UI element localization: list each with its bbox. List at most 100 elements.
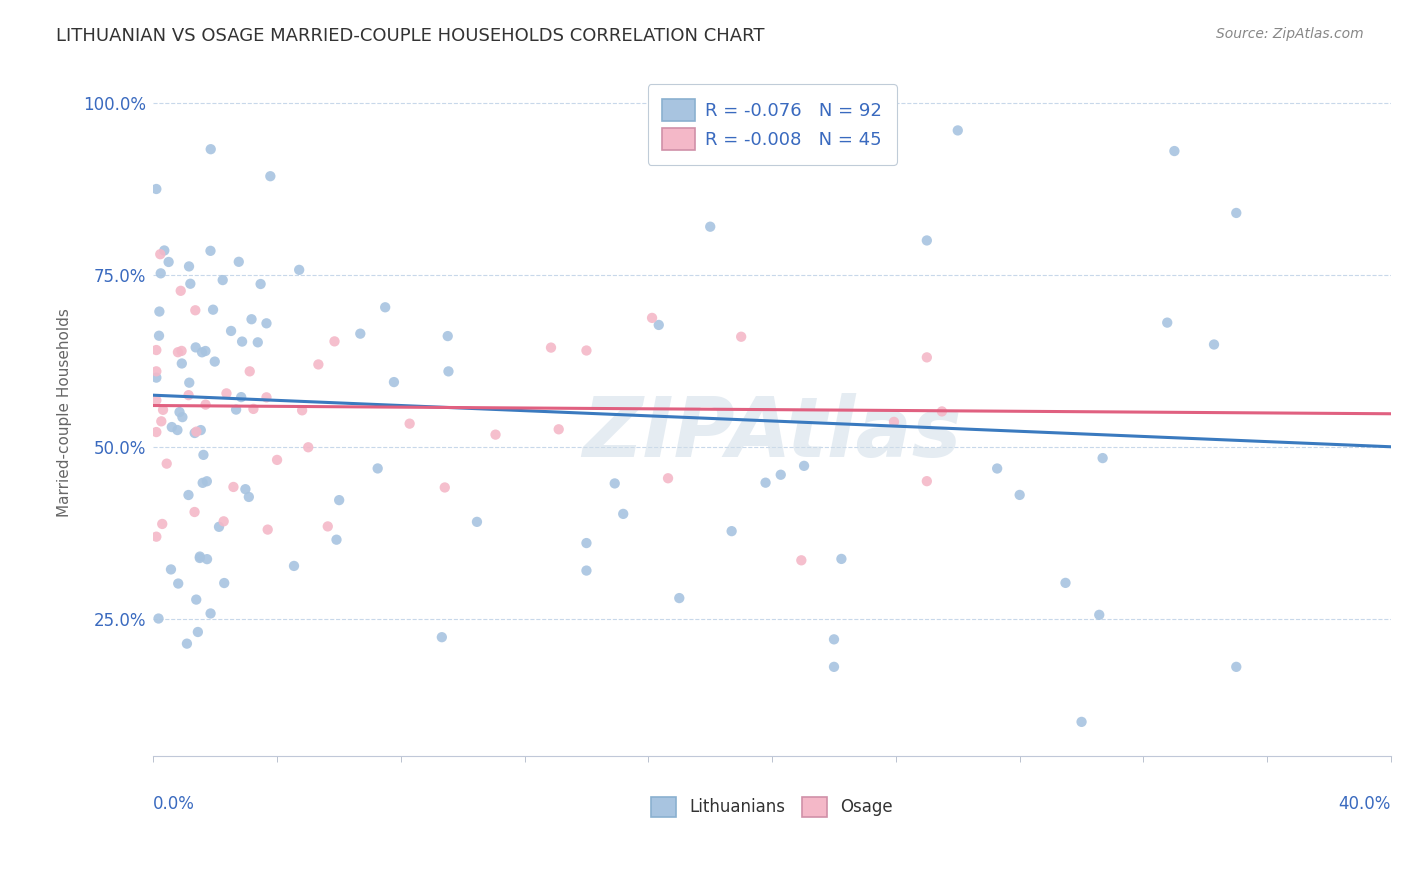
Point — [730, 330, 752, 344]
Point — [152, 402, 174, 417]
Point — [194, 398, 217, 412]
Point — [367, 461, 389, 475]
Point — [1202, 337, 1225, 351]
Point — [238, 490, 260, 504]
Point — [259, 169, 281, 184]
Point — [239, 364, 262, 378]
Point — [1156, 316, 1178, 330]
Point — [398, 417, 420, 431]
Point — [208, 520, 231, 534]
Point — [170, 356, 193, 370]
Point — [179, 376, 201, 390]
Point — [249, 277, 271, 291]
Point — [177, 488, 200, 502]
Point — [256, 523, 278, 537]
Point — [200, 607, 222, 621]
Point — [931, 404, 953, 418]
Point — [433, 480, 456, 494]
Point — [349, 326, 371, 341]
Point — [465, 515, 488, 529]
Point — [219, 324, 242, 338]
Point — [915, 234, 938, 248]
Point — [484, 427, 506, 442]
Point — [170, 343, 193, 358]
Point — [823, 660, 845, 674]
Point — [436, 329, 458, 343]
Point — [191, 475, 214, 490]
Point — [657, 471, 679, 485]
Point — [1070, 714, 1092, 729]
Point — [769, 467, 792, 482]
Point — [194, 343, 217, 358]
Y-axis label: Married-couple Households: Married-couple Households — [58, 308, 72, 516]
Point — [177, 388, 200, 402]
Point — [145, 425, 167, 439]
Text: LITHUANIAN VS OSAGE MARRIED-COUPLE HOUSEHOLDS CORRELATION CHART: LITHUANIAN VS OSAGE MARRIED-COUPLE HOUSE… — [56, 27, 765, 45]
Point — [374, 300, 396, 314]
Point — [1091, 451, 1114, 466]
Point — [170, 284, 193, 298]
Point — [145, 364, 167, 378]
Point — [145, 530, 167, 544]
Point — [242, 401, 264, 416]
Point — [325, 533, 347, 547]
Point — [150, 516, 173, 531]
Point — [699, 219, 721, 234]
Point — [188, 549, 211, 564]
Point — [148, 304, 170, 318]
Point — [307, 358, 329, 372]
Point — [575, 564, 598, 578]
Point — [160, 562, 183, 576]
Point — [668, 591, 690, 605]
Point — [986, 461, 1008, 475]
Point — [179, 277, 201, 291]
Point — [915, 351, 938, 365]
Point — [177, 260, 200, 274]
Point — [157, 255, 180, 269]
Point — [188, 551, 211, 566]
Point — [266, 453, 288, 467]
Point — [160, 420, 183, 434]
Point — [235, 482, 257, 496]
Point — [754, 475, 776, 490]
Point — [183, 425, 205, 440]
Point — [184, 303, 207, 318]
Point — [231, 390, 253, 404]
Point — [222, 480, 245, 494]
Point — [437, 364, 460, 378]
Point — [200, 244, 222, 258]
Point — [1088, 607, 1111, 622]
Point — [288, 263, 311, 277]
Point — [190, 423, 212, 437]
Text: 40.0%: 40.0% — [1339, 795, 1391, 814]
Point — [1225, 660, 1247, 674]
Point — [148, 328, 170, 343]
Point — [150, 414, 173, 428]
Point — [720, 524, 742, 538]
Point — [212, 576, 235, 591]
Point — [915, 474, 938, 488]
Point — [186, 592, 208, 607]
Point — [1054, 575, 1077, 590]
Point — [648, 318, 671, 332]
Point — [1225, 206, 1247, 220]
Point — [156, 457, 179, 471]
Point — [790, 553, 813, 567]
Point — [246, 335, 269, 350]
Point — [167, 345, 190, 359]
Point — [225, 402, 247, 417]
Point — [153, 244, 176, 258]
Point — [149, 266, 172, 280]
Point — [946, 123, 969, 137]
Point — [793, 458, 815, 473]
Point — [291, 403, 314, 417]
Point — [193, 448, 215, 462]
Point — [215, 386, 238, 401]
Point — [186, 425, 208, 439]
Point — [191, 345, 214, 359]
Point — [195, 475, 218, 489]
Point — [256, 316, 278, 330]
Point — [145, 182, 167, 196]
Point — [382, 375, 405, 389]
Legend: Lithuanians, Osage: Lithuanians, Osage — [644, 790, 900, 823]
